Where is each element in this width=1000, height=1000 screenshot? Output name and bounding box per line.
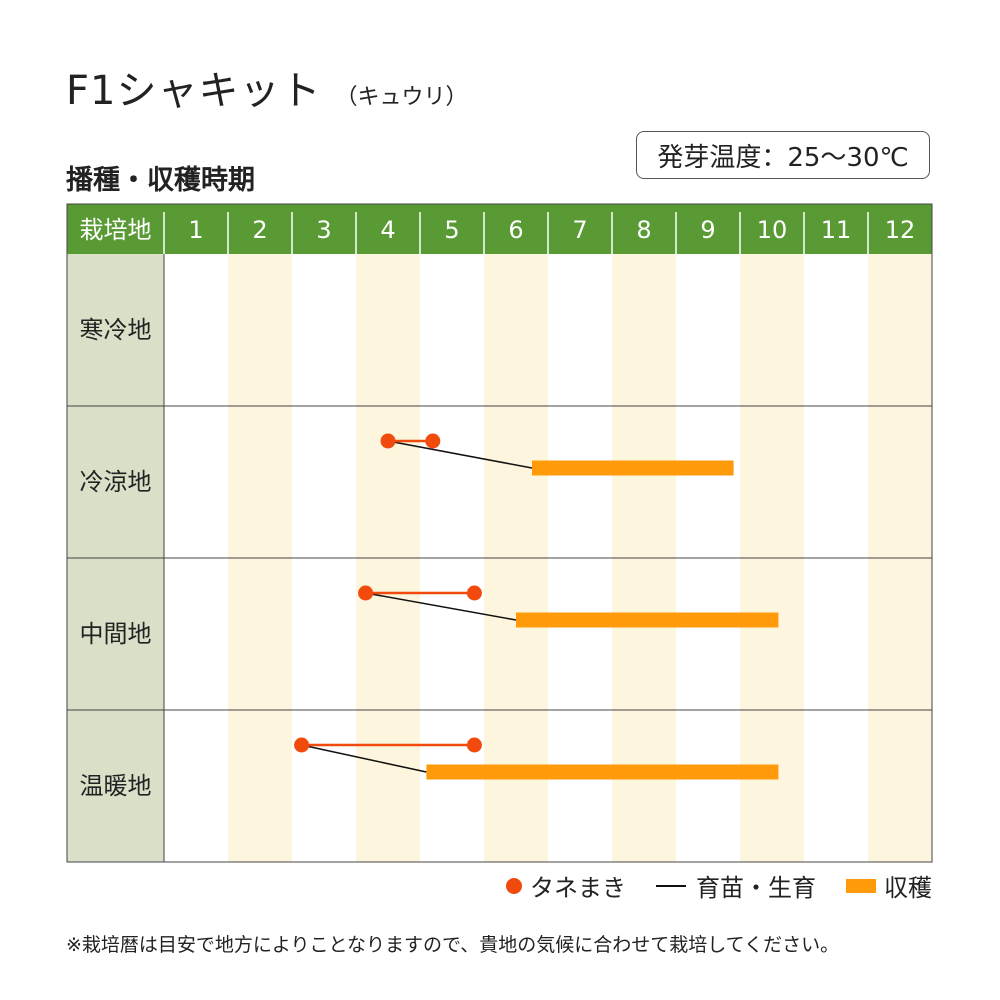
footnote: ※栽培暦は目安で地方によりことなりますので、貴地の気候に合わせて栽培してください… [66, 934, 840, 956]
month-label-4: 4 [380, 216, 395, 244]
nursery-line [301, 744, 427, 773]
legend-item-sowing: タネまき [506, 868, 626, 903]
region-label-0: 寒冷地 [80, 316, 152, 344]
sowing-end-dot [466, 585, 482, 601]
harvest-bar [426, 764, 779, 780]
legend-label-sowing: タネまき [530, 874, 626, 902]
legend-item-harvest: 収穫 [846, 868, 932, 903]
header-bar [67, 204, 932, 254]
month-label-12: 12 [885, 216, 916, 244]
sowing-start-dot [358, 585, 374, 601]
region-label-3: 温暖地 [80, 772, 152, 800]
month-label-1: 1 [188, 216, 203, 244]
month-label-11: 11 [821, 216, 852, 244]
sowing-dot-icon [506, 877, 522, 894]
title-row: F1シャキット （キュウリ） [66, 58, 467, 116]
harvest-bar [532, 460, 734, 476]
month-label-7: 7 [572, 216, 587, 244]
sowing-end-dot [425, 433, 441, 449]
chart-border [66, 203, 933, 863]
legend-item-nursery: 育苗・生育 [656, 868, 816, 903]
month-label-3: 3 [316, 216, 331, 244]
page-title: F1シャキット [66, 68, 322, 114]
month-label-10: 10 [757, 216, 788, 244]
page-title-sub: （キュウリ） [335, 85, 468, 110]
month-label-9: 9 [700, 216, 715, 244]
sowing-start-dot [294, 737, 310, 753]
sowing-start-dot [380, 433, 396, 449]
corner-label: 栽培地 [80, 216, 152, 244]
legend-label-harvest: 収穫 [884, 874, 932, 902]
nursery-line [387, 440, 533, 469]
region-label-1: 冷涼地 [80, 468, 152, 496]
harvest-bar [516, 612, 779, 628]
nursery-line-icon [656, 884, 686, 887]
month-label-2: 2 [252, 216, 267, 244]
month-label-6: 6 [508, 216, 523, 244]
nursery-line [365, 592, 517, 621]
germination-temperature-badge: 発芽温度：25～30℃ [636, 131, 930, 179]
harvest-bar-icon [846, 878, 876, 893]
legend-label-nursery: 育苗・生育 [696, 874, 816, 902]
month-label-8: 8 [636, 216, 651, 244]
month-label-5: 5 [444, 216, 459, 244]
region-label-2: 中間地 [80, 620, 152, 648]
chart-subtitle: 播種・収穫時期 [66, 165, 255, 196]
sowing-end-dot [466, 737, 482, 753]
legend: タネまき 育苗・生育 収穫 [506, 868, 932, 903]
